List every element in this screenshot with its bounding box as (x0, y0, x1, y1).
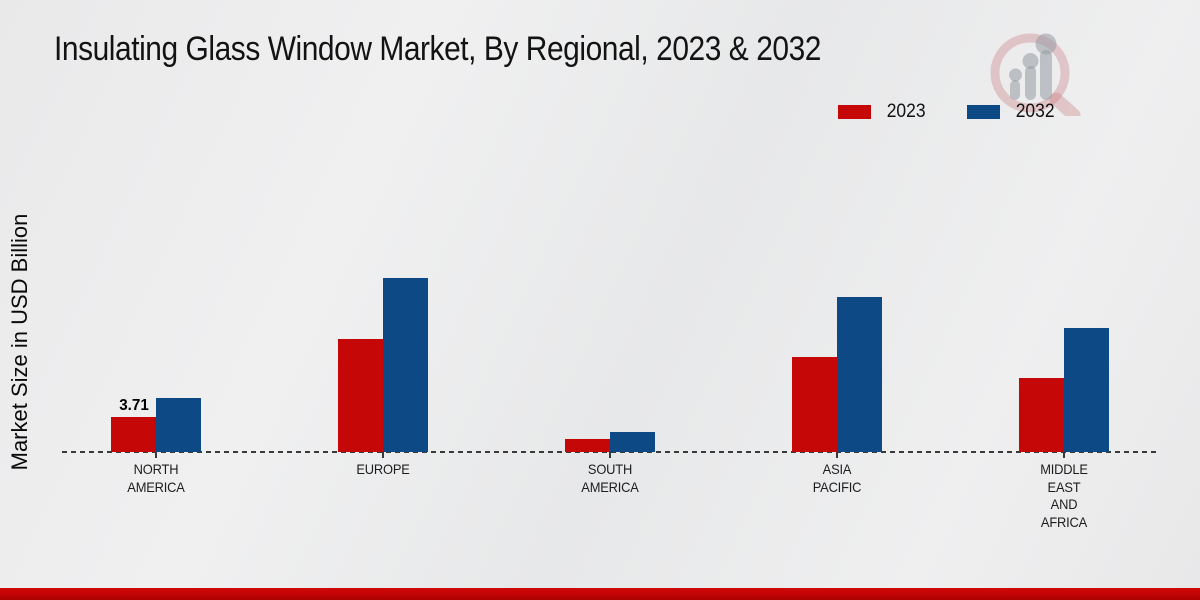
bar-value-label: 3.71 (118, 397, 149, 414)
legend-item-2032: 2032 (967, 101, 1056, 123)
bar-2023-asia-pacific (792, 357, 837, 452)
legend-swatch-2023 (838, 105, 871, 119)
chart-legend: 2023 2032 (838, 101, 1057, 123)
category-label-asia-pacific: ASIA PACIFIC (812, 461, 862, 495)
x-axis-tick-asia-pacific (836, 452, 838, 458)
legend-label-2023: 2023 (886, 101, 926, 122)
bar-2032-north-america (156, 398, 201, 452)
bar-2023-south-america (565, 439, 610, 452)
category-label-south-america: SOUTH AMERICA (581, 461, 639, 495)
x-axis-tick-europe (382, 452, 384, 458)
bar-2032-asia-pacific (837, 297, 882, 452)
bar-2032-south-america (610, 432, 655, 452)
category-label-europe: EUROPE (356, 461, 410, 477)
bar-2023-north-america (111, 417, 156, 452)
x-axis-tick-north-america (155, 452, 157, 458)
chart-title: Insulating Glass Window Market, By Regio… (54, 30, 822, 68)
footer-accent-bar (0, 588, 1200, 600)
bar-2023-europe (338, 339, 383, 452)
legend-label-2032: 2032 (1015, 101, 1055, 122)
bar-2023-middle-east-and-africa (1019, 378, 1064, 452)
bar-2032-europe (383, 278, 428, 452)
legend-item-2023: 2023 (838, 101, 927, 123)
x-axis-tick-south-america (609, 452, 611, 458)
brand-logo-watermark-icon (990, 33, 1081, 116)
category-label-north-america: NORTH AMERICA (127, 461, 185, 495)
legend-swatch-2032 (967, 105, 1001, 119)
category-label-middle-east-and-africa: MIDDLE EAST AND AFRICA (1040, 461, 1088, 530)
x-axis-tick-middle-east-and-africa (1063, 452, 1065, 458)
bar-2032-middle-east-and-africa (1064, 328, 1109, 452)
